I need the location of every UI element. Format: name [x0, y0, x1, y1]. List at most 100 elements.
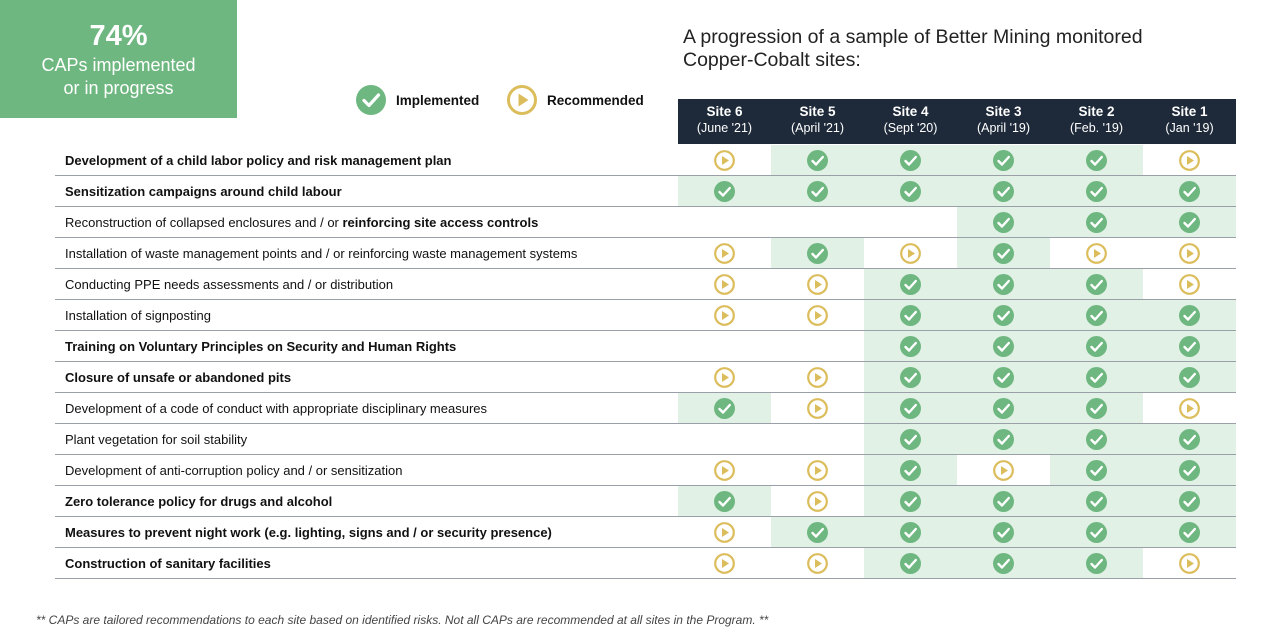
check-circle-icon: [1179, 460, 1200, 481]
check-circle-icon: [1086, 522, 1107, 543]
site-column-header: Site 4 (Sept '20): [864, 99, 957, 144]
check-circle-icon: [900, 274, 921, 295]
cap-row-label: Closure of unsafe or abandoned pits: [65, 370, 292, 385]
cap-row-label: Development of a child labor policy and …: [65, 153, 452, 168]
site-name: Site 6: [706, 104, 743, 119]
play-circle-icon: [507, 85, 537, 115]
row-divider: [55, 578, 1236, 579]
site-date: (April '19): [976, 121, 1031, 135]
play-circle-icon: [807, 491, 828, 512]
site-date: (June '21): [696, 121, 753, 135]
check-circle-icon: [900, 181, 921, 202]
check-circle-icon: [1086, 491, 1107, 512]
check-circle-icon: [900, 522, 921, 543]
check-circle-icon: [900, 460, 921, 481]
play-circle-icon: [714, 274, 735, 295]
check-circle-icon: [993, 212, 1014, 233]
stat-box: 74% CAPs implemented or in progress: [0, 0, 237, 118]
row-divider: [55, 454, 1236, 455]
play-circle-icon: [807, 398, 828, 419]
check-circle-icon: [1086, 460, 1107, 481]
site-column-header: Site 1 (Jan '19): [1143, 99, 1236, 144]
play-circle-icon: [714, 305, 735, 326]
check-circle-icon: [1179, 367, 1200, 388]
play-circle-icon: [714, 460, 735, 481]
row-divider: [55, 237, 1236, 238]
play-circle-icon: [807, 460, 828, 481]
legend-recommended-label: Recommended: [547, 92, 644, 108]
legend-recommended: Recommended: [507, 84, 644, 116]
play-circle-icon: [1179, 398, 1200, 419]
row-divider: [55, 516, 1236, 517]
check-circle-icon: [807, 243, 828, 264]
check-circle-icon: [993, 305, 1014, 326]
play-circle-icon: [714, 243, 735, 264]
site-date: (Sept '20): [883, 121, 938, 135]
check-circle-icon: [900, 367, 921, 388]
check-circle-icon: [993, 181, 1014, 202]
row-divider: [55, 268, 1236, 269]
cap-row-label: Installation of signposting: [65, 308, 211, 323]
cap-row-label: Reconstruction of collapsed enclosures a…: [65, 215, 539, 230]
site-date: (April '21): [790, 121, 845, 135]
play-circle-icon: [807, 274, 828, 295]
check-circle-icon: [714, 398, 735, 419]
site-name: Site 2: [1078, 104, 1115, 119]
site-name: Site 4: [892, 104, 929, 119]
check-circle-icon: [1179, 522, 1200, 543]
cap-row-label: Installation of waste management points …: [65, 246, 578, 261]
check-circle-icon: [1086, 212, 1107, 233]
headline-line2: Copper-Cobalt sites:: [683, 49, 861, 71]
play-circle-icon: [1179, 150, 1200, 171]
site-column-header: Site 5 (April '21): [771, 99, 864, 144]
play-circle-icon: [993, 460, 1014, 481]
play-circle-icon: [1179, 274, 1200, 295]
row-divider: [55, 330, 1236, 331]
play-circle-icon: [807, 367, 828, 388]
check-circle-icon: [1179, 429, 1200, 450]
chart-headline: A progression of a sample of Better Mini…: [683, 26, 1243, 72]
legend-implemented: Implemented: [356, 84, 479, 116]
check-circle-icon: [356, 85, 386, 115]
play-circle-icon: [807, 305, 828, 326]
check-circle-icon: [1179, 336, 1200, 357]
headline-line1: A progression of a sample of Better Mini…: [683, 26, 1143, 48]
row-divider: [55, 299, 1236, 300]
row-divider: [55, 361, 1236, 362]
play-circle-icon: [714, 150, 735, 171]
stat-value: 74%: [89, 20, 148, 52]
check-circle-icon: [993, 336, 1014, 357]
check-circle-icon: [993, 491, 1014, 512]
check-circle-icon: [1086, 336, 1107, 357]
check-circle-icon: [1086, 150, 1107, 171]
cap-row-label: Development of a code of conduct with ap…: [65, 401, 488, 416]
check-circle-icon: [807, 522, 828, 543]
site-date: (Feb. '19): [1069, 121, 1124, 135]
site-header: Site 6 (June '21) Site 5 (April '21) Site 4 (…: [678, 99, 1236, 144]
cap-row-label: Measures to prevent night work (e.g. lig…: [65, 525, 552, 540]
site-date: (Jan '19): [1165, 121, 1214, 135]
check-circle-icon: [1086, 429, 1107, 450]
cap-row-label: Zero tolerance policy for drugs and alco…: [65, 494, 333, 509]
play-circle-icon: [714, 367, 735, 388]
site-name: Site 1: [1171, 104, 1208, 119]
check-circle-icon: [993, 243, 1014, 264]
stat-label-line1: CAPs implemented: [41, 55, 196, 75]
cap-row-label: Plant vegetation for soil stability: [65, 432, 248, 447]
check-circle-icon: [807, 181, 828, 202]
play-circle-icon: [714, 522, 735, 543]
site-column-header: Site 3 (April '19): [957, 99, 1050, 144]
check-circle-icon: [1086, 305, 1107, 326]
check-circle-icon: [1179, 491, 1200, 512]
check-circle-icon: [714, 491, 735, 512]
cap-row-label: Conducting PPE needs assessments and / o…: [65, 277, 394, 292]
row-divider: [55, 423, 1236, 424]
cap-row-label: Sensitization campaigns around child lab…: [65, 184, 342, 199]
check-circle-icon: [1179, 181, 1200, 202]
check-circle-icon: [993, 522, 1014, 543]
play-circle-icon: [1179, 243, 1200, 264]
site-column-header: Site 2 (Feb. '19): [1050, 99, 1143, 144]
site-name: Site 3: [985, 104, 1022, 119]
check-circle-icon: [1086, 181, 1107, 202]
check-circle-icon: [993, 367, 1014, 388]
